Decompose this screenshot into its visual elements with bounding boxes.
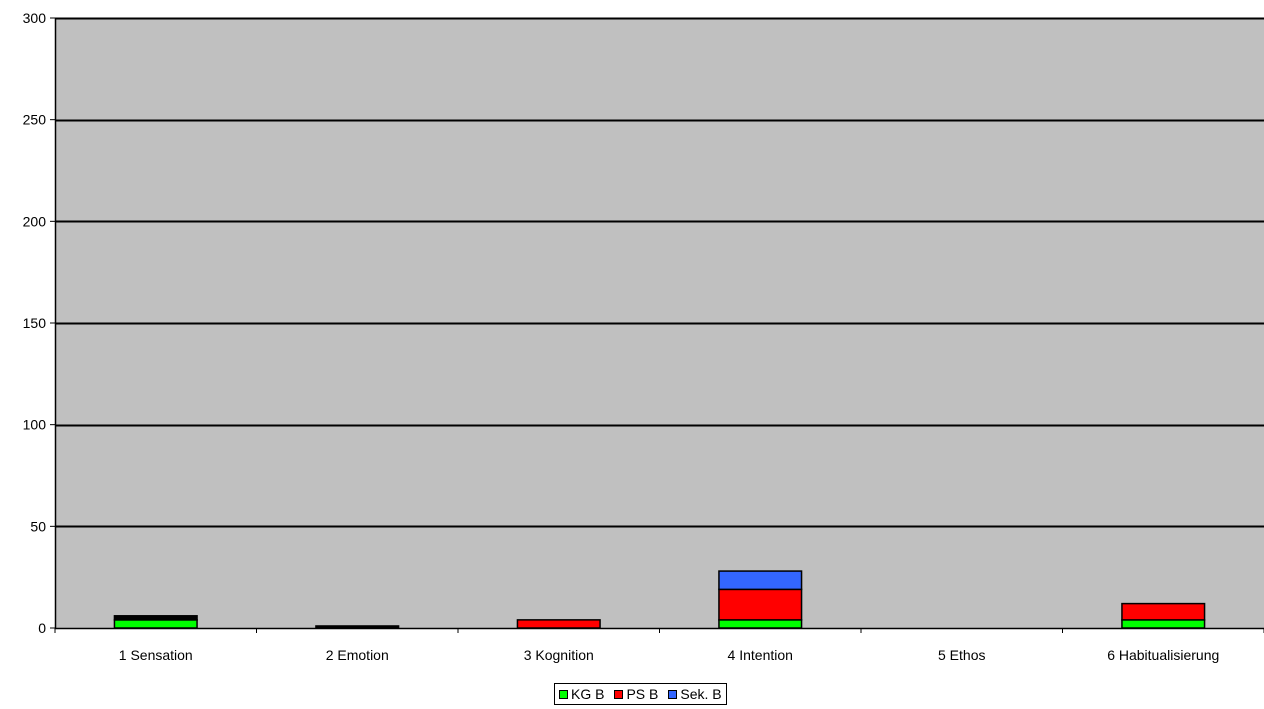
x-tick-label: 6 Habitualisierung [1107, 647, 1219, 663]
x-tick-label: 5 Ethos [938, 647, 985, 663]
legend-swatch-kg-b [559, 689, 568, 699]
y-tick-label: 50 [30, 518, 46, 534]
bar-segment [516, 619, 601, 629]
axes [50, 17, 1264, 633]
bar-segment [718, 588, 803, 621]
bar-segment [718, 570, 803, 591]
x-tick-label: 1 Sensation [119, 647, 193, 663]
bar-segment [1121, 602, 1206, 621]
legend-swatch-sek-b [668, 689, 678, 699]
bar-segment [718, 619, 803, 629]
legend-label-sek-b: Sek. B [680, 686, 722, 702]
x-tick-label: 2 Emotion [326, 647, 389, 663]
legend-item-sek-b: Sek. B [668, 686, 722, 702]
y-tick-label: 250 [23, 112, 47, 128]
legend: KG B PS B Sek. B [554, 683, 727, 705]
legend-swatch-ps-b [614, 689, 624, 699]
y-tick-label: 0 [38, 620, 46, 636]
y-tick-label: 100 [23, 417, 47, 433]
x-tick-label: 3 Kognition [524, 647, 594, 663]
y-tick-labels: 0 50 100 150 200 250 300 [23, 10, 47, 636]
x-tick-labels: 1 Sensation 2 Emotion 3 Kognition 4 Intenti… [119, 647, 1220, 663]
legend-label-ps-b: PS B [626, 686, 659, 702]
bar-segment [1121, 619, 1206, 629]
bars [113, 570, 1206, 629]
legend-item-kg-b: KG B [559, 687, 604, 701]
y-tick-label: 150 [23, 315, 47, 331]
legend-label-kg-b: KG B [571, 686, 605, 702]
y-tick-label: 200 [23, 213, 47, 229]
bar-segment [113, 619, 198, 629]
bar-segment [113, 615, 198, 621]
x-tick-label: 4 Intention [728, 647, 793, 663]
legend-item-ps-b: PS B [614, 687, 658, 701]
y-tick-label: 300 [23, 10, 47, 26]
gridlines [55, 17, 1264, 528]
bar-segment [315, 625, 400, 629]
